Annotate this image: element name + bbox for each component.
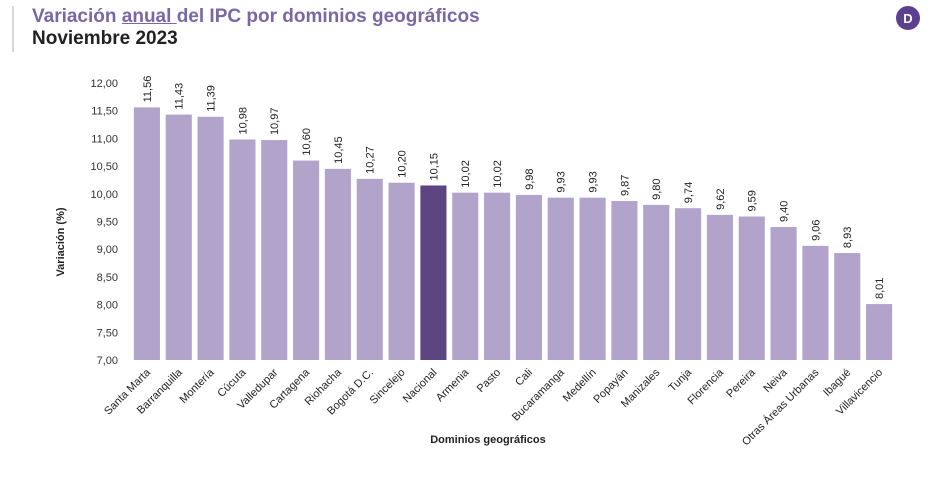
bar — [293, 160, 320, 360]
bar — [802, 245, 829, 360]
data-label: 9,40 — [779, 201, 791, 222]
data-label: 11,39 — [206, 85, 218, 112]
data-label: 10,15 — [428, 153, 440, 181]
brand-logo-icon: D — [896, 6, 920, 30]
bar — [675, 208, 702, 360]
data-label: 9,93 — [588, 171, 600, 192]
data-label: 10,60 — [301, 128, 313, 156]
y-tick-label: 10,00 — [90, 189, 118, 201]
data-label: 10,20 — [397, 150, 409, 178]
x-tick-label: Sincelejo — [368, 367, 408, 407]
chart-subtitle: Noviembre 2023 — [32, 28, 178, 49]
data-label: 9,06 — [810, 219, 822, 240]
bar — [324, 168, 351, 360]
data-label: 10,27 — [365, 146, 377, 174]
chart-title: Variación anual del IPC por dominios geo… — [32, 6, 480, 28]
data-label: 9,98 — [524, 168, 536, 189]
bar — [579, 197, 606, 360]
data-label: 9,62 — [715, 188, 727, 209]
y-tick-label: 10,50 — [90, 161, 118, 173]
data-label: 9,74 — [683, 182, 695, 203]
x-tick-label: Montería — [178, 366, 218, 406]
bar — [866, 304, 893, 360]
y-tick-label: 7,50 — [97, 327, 118, 339]
title-part-2: del IPC por dominios geográficos — [176, 6, 480, 27]
bar — [834, 253, 861, 360]
x-tick-label: Pereira — [724, 366, 758, 400]
bar — [643, 204, 670, 360]
data-label: 8,93 — [842, 227, 854, 248]
bar — [770, 227, 797, 360]
y-tick-label: 9,50 — [97, 217, 118, 229]
y-tick-label: 8,50 — [97, 272, 118, 284]
y-axis-title: Variación (%) — [55, 207, 67, 276]
bar — [197, 116, 224, 360]
title-block: Variación anual del IPC por dominios geo… — [12, 6, 480, 52]
y-tick-label: 11,00 — [91, 133, 118, 145]
bar — [388, 182, 415, 360]
x-axis-title: Dominios geográficos — [430, 434, 546, 446]
data-label: 11,56 — [142, 76, 154, 103]
bar — [706, 214, 733, 360]
x-tick-label: Florencia — [686, 366, 727, 407]
data-label: 8,01 — [874, 278, 886, 299]
data-label: 11,43 — [174, 83, 186, 110]
data-label: 10,97 — [269, 108, 281, 136]
x-tick-label: Cali — [513, 367, 535, 389]
x-tick-label: Tunja — [667, 366, 695, 394]
bar — [420, 185, 447, 360]
x-tick-label: Nacional — [401, 367, 440, 406]
data-label: 10,98 — [237, 107, 249, 135]
data-label: 9,87 — [619, 175, 631, 196]
y-tick-label: 9,00 — [97, 244, 118, 256]
data-label: 10,02 — [492, 160, 504, 188]
y-tick-label: 11,50 — [91, 106, 118, 118]
bar — [515, 194, 542, 360]
y-tick-label: 12,00 — [90, 78, 118, 90]
y-tick-label: 8,00 — [97, 300, 118, 312]
bar — [133, 107, 160, 360]
x-tick-label: Neiva — [761, 366, 790, 395]
bar — [611, 201, 638, 360]
title-part-1: Variación — [32, 6, 122, 27]
bar — [229, 139, 256, 360]
bar — [484, 192, 511, 360]
data-label: 9,93 — [556, 171, 568, 192]
bar — [261, 140, 288, 360]
bar — [738, 216, 765, 360]
data-label: 9,59 — [747, 190, 759, 211]
data-label: 10,02 — [460, 160, 472, 188]
title-part-underlined: anual — [121, 6, 177, 27]
bar — [547, 197, 574, 360]
data-label: 9,80 — [651, 178, 663, 199]
bar — [165, 114, 192, 360]
y-tick-label: 7,00 — [97, 355, 118, 367]
x-tick-label: Pasto — [475, 367, 503, 395]
data-label: 10,45 — [333, 136, 345, 164]
bar — [452, 192, 479, 360]
bar — [356, 178, 383, 360]
x-tick-label: Armenia — [434, 366, 472, 404]
